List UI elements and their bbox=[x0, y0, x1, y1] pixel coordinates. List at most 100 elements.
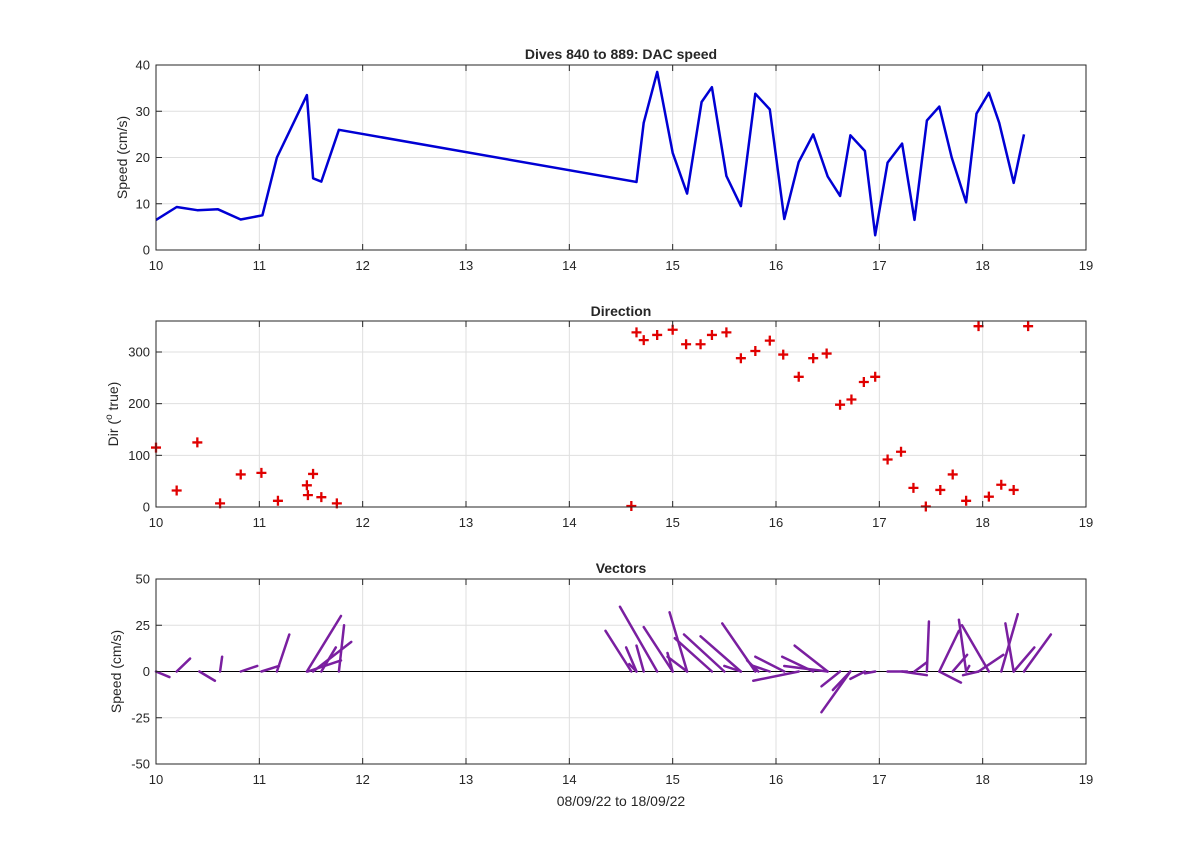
speed-panel-y-axis-title: Speed (cm/s) bbox=[114, 116, 130, 199]
direction-point bbox=[235, 469, 246, 480]
vectors-x-tick-label: 17 bbox=[872, 772, 886, 787]
direction-y-title-start: Dir ( bbox=[105, 420, 121, 447]
vector-stick bbox=[957, 618, 968, 673]
direction-point bbox=[793, 371, 804, 382]
vectors-panel: Vectors Speed (cm/s) 08/09/22 to 18/09/2… bbox=[108, 560, 1093, 809]
vectors-panel-title: Vectors bbox=[596, 560, 647, 576]
speed-y-tick-label: 10 bbox=[136, 196, 150, 211]
direction-x-tick-label: 10 bbox=[149, 515, 163, 530]
vector-stick bbox=[320, 646, 338, 673]
vector-stick bbox=[218, 655, 224, 673]
vectors-panel-x-axis-title: 08/09/22 to 18/09/22 bbox=[557, 793, 686, 809]
speed-x-tick-label: 13 bbox=[459, 258, 473, 273]
vector-stick bbox=[723, 664, 743, 673]
vectors-x-tick-label: 19 bbox=[1079, 772, 1093, 787]
vectors-x-tick-label: 10 bbox=[149, 772, 163, 787]
direction-panel-y-axis-title: Dir (o true) bbox=[104, 382, 121, 447]
direction-point bbox=[996, 479, 1007, 490]
speed-x-tick-label: 17 bbox=[872, 258, 886, 273]
direction-point bbox=[764, 335, 775, 346]
direction-y-tick-label: 100 bbox=[128, 448, 150, 463]
vector-stick bbox=[305, 614, 343, 673]
direction-point bbox=[631, 327, 642, 338]
direction-markers bbox=[151, 321, 1034, 512]
vectors-y-tick-label: 0 bbox=[143, 664, 150, 679]
direction-x-tick-label: 14 bbox=[562, 515, 576, 530]
vector-stick bbox=[198, 670, 217, 682]
direction-point bbox=[1023, 321, 1034, 332]
direction-x-tick-label: 11 bbox=[253, 515, 267, 530]
vector-stick bbox=[699, 635, 743, 673]
vector-stick bbox=[175, 657, 192, 673]
direction-point bbox=[721, 327, 732, 338]
direction-point bbox=[778, 349, 789, 360]
speed-x-tick-label: 14 bbox=[562, 258, 576, 273]
direction-x-tick-label: 17 bbox=[872, 515, 886, 530]
vector-stick bbox=[337, 624, 346, 673]
vector-sticks bbox=[154, 605, 1053, 714]
direction-point bbox=[171, 485, 182, 496]
vector-stick bbox=[1004, 622, 1015, 673]
vectors-x-tick-label: 14 bbox=[562, 772, 576, 787]
vector-stick bbox=[783, 664, 829, 673]
direction-point bbox=[896, 446, 907, 457]
vector-stick bbox=[849, 670, 867, 681]
speed-x-tick-label: 15 bbox=[665, 258, 679, 273]
vector-stick bbox=[1022, 633, 1053, 673]
direction-point bbox=[272, 495, 283, 506]
speed-x-tick-label: 19 bbox=[1079, 258, 1093, 273]
direction-point bbox=[192, 437, 203, 448]
vector-stick bbox=[628, 662, 638, 673]
vectors-y-tick-label: 25 bbox=[136, 618, 150, 633]
vectors-x-tick-label: 18 bbox=[975, 772, 989, 787]
direction-panel-title: Direction bbox=[591, 303, 652, 319]
vector-stick bbox=[642, 625, 674, 673]
vector-stick bbox=[311, 640, 353, 673]
direction-point bbox=[935, 484, 946, 495]
vector-stick bbox=[682, 633, 726, 673]
speed-y-tick-label: 0 bbox=[143, 243, 150, 258]
direction-panel: Direction Dir (o true) 10 11 12 13 14 15 16 17 1… bbox=[104, 303, 1093, 530]
vector-stick bbox=[604, 629, 633, 673]
direction-point bbox=[882, 454, 893, 465]
direction-point bbox=[846, 394, 857, 405]
direction-point bbox=[316, 492, 327, 503]
direction-y-title-end: true) bbox=[105, 382, 121, 415]
direction-point bbox=[973, 321, 984, 332]
vectors-y-tick-label: -50 bbox=[131, 757, 150, 772]
vectors-panel-y-axis-title: Speed (cm/s) bbox=[108, 630, 124, 713]
vectors-x-tick-label: 12 bbox=[355, 772, 369, 787]
speed-x-tick-label: 18 bbox=[975, 258, 989, 273]
direction-point bbox=[256, 467, 267, 478]
direction-point bbox=[735, 353, 746, 364]
direction-point bbox=[706, 329, 717, 340]
vector-stick bbox=[673, 636, 714, 673]
direction-point bbox=[681, 339, 692, 350]
vector-stick bbox=[1012, 646, 1036, 673]
direction-y-tick-label: 300 bbox=[128, 345, 150, 360]
direction-y-tick-label: 200 bbox=[128, 396, 150, 411]
direction-point bbox=[695, 339, 706, 350]
direction-point bbox=[308, 468, 319, 479]
direction-x-tick-label: 18 bbox=[975, 515, 989, 530]
direction-point bbox=[302, 490, 313, 501]
vector-stick bbox=[154, 670, 171, 679]
direction-point bbox=[750, 345, 761, 356]
speed-panel-title: Dives 840 to 889: DAC speed bbox=[525, 46, 717, 62]
vectors-y-tick-label: -25 bbox=[131, 710, 150, 725]
vector-stick bbox=[260, 664, 281, 673]
speed-y-tick-label: 20 bbox=[136, 150, 150, 165]
vector-stick bbox=[938, 670, 963, 684]
direction-point bbox=[821, 348, 832, 359]
vector-stick bbox=[618, 605, 659, 673]
direction-x-tick-label: 19 bbox=[1079, 515, 1093, 530]
vector-stick bbox=[900, 670, 929, 677]
direction-point bbox=[652, 329, 663, 340]
vector-stick bbox=[754, 655, 786, 673]
vector-stick bbox=[793, 644, 829, 673]
vector-stick bbox=[960, 624, 991, 673]
direction-point bbox=[638, 335, 649, 346]
vector-stick bbox=[925, 620, 931, 673]
direction-y-tick-label: 0 bbox=[143, 500, 150, 515]
